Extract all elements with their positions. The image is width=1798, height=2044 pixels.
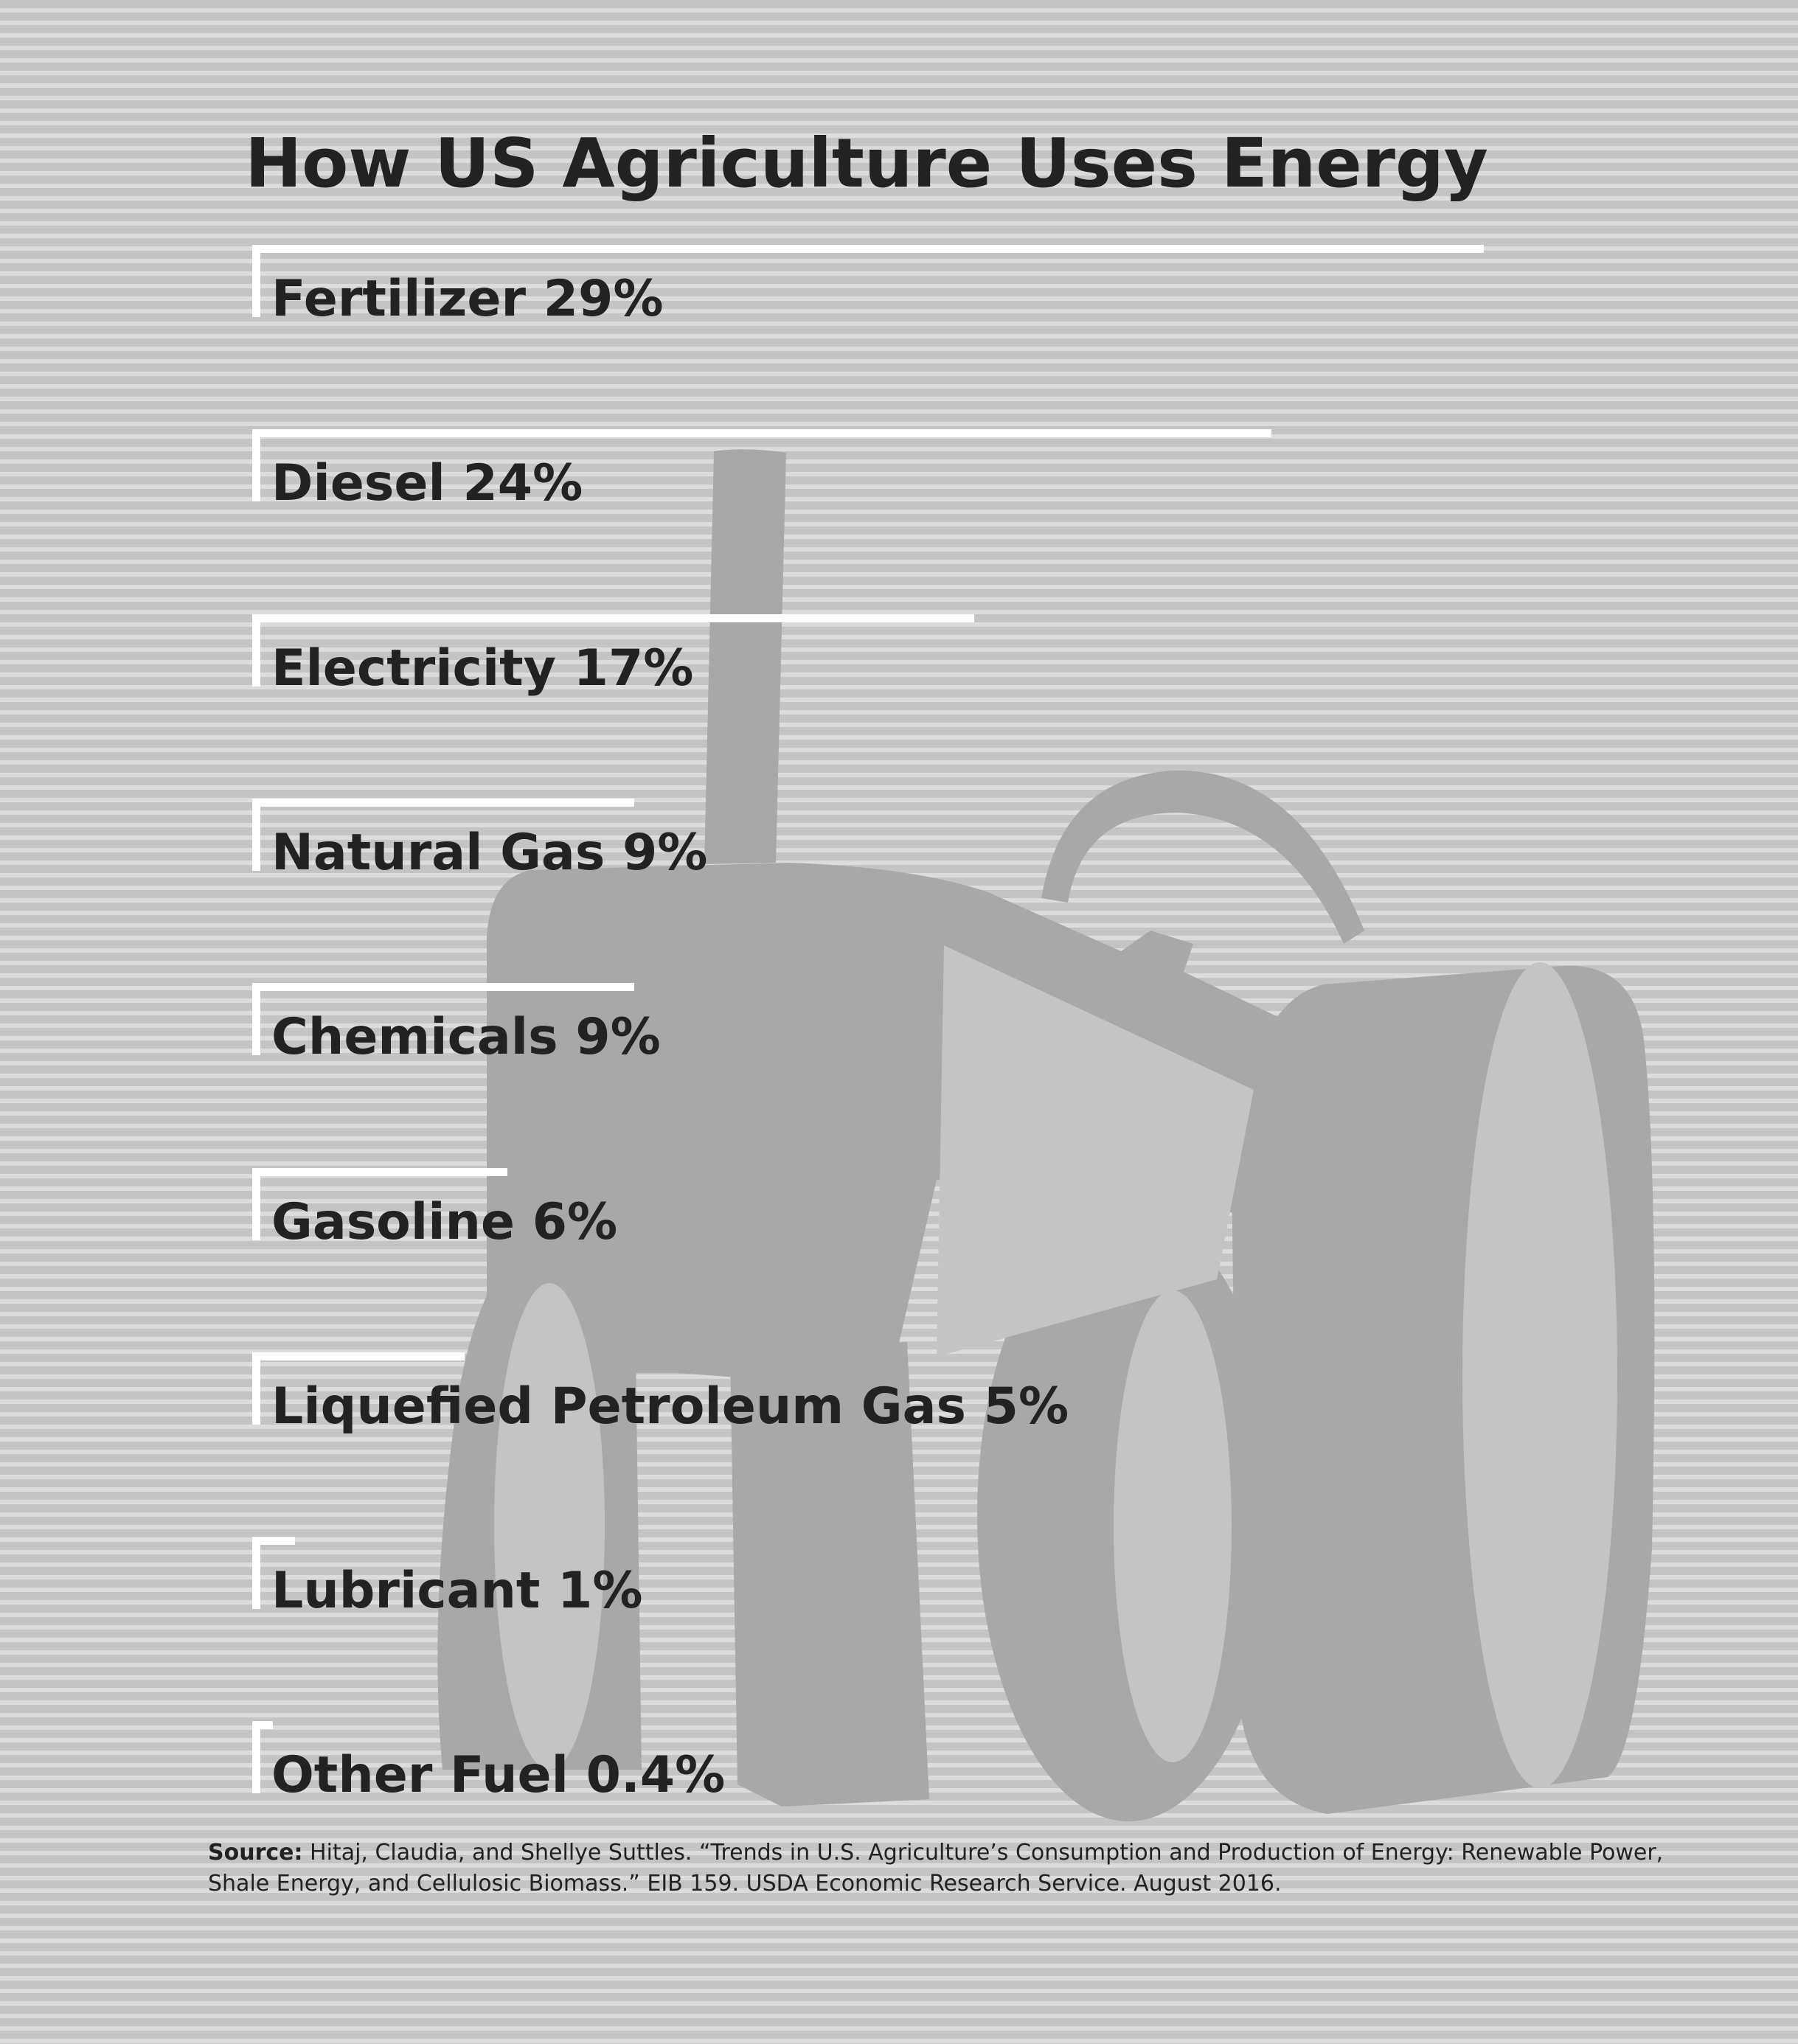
bar-label-4: Chemicals 9% [271, 1008, 661, 1067]
bar-tick-8 [252, 1721, 260, 1794]
bar-label-2: Electricity 17% [271, 639, 694, 698]
bar-tick-3 [252, 798, 260, 871]
source-note: Source: Hitaj, Claudia, and Shellye Sutt… [208, 1838, 1668, 1899]
bar-label-0: Fertilizer 29% [271, 270, 664, 328]
bar-tick-0 [252, 245, 260, 317]
bar-chart: Fertilizer 29% Diesel 24% Electricity 17% N… [252, 245, 1484, 1805]
bar-tick-5 [252, 1167, 260, 1240]
bar-7 [252, 1537, 295, 1546]
bar-label-7: Lubricant 1% [271, 1562, 643, 1621]
source-text: Hitaj, Claudia, and Shellye Suttles. “Tr… [208, 1840, 1664, 1897]
bar-5 [252, 1167, 507, 1176]
bar-4 [252, 983, 635, 992]
bar-tick-1 [252, 429, 260, 502]
bar-tick-7 [252, 1537, 260, 1610]
bar-tick-6 [252, 1352, 260, 1425]
bar-1 [252, 429, 1272, 438]
bar-6 [252, 1352, 465, 1360]
bar-label-8: Other Fuel 0.4% [271, 1746, 726, 1805]
bar-label-3: Natural Gas 9% [271, 823, 708, 882]
bar-3 [252, 798, 635, 807]
source-label: Source: [208, 1840, 303, 1866]
bar-0 [252, 245, 1484, 253]
bar-8 [252, 1721, 273, 1730]
bar-label-6: Liquefied Petroleum Gas 5% [271, 1377, 1069, 1436]
chart-title: How US Agriculture Uses Energy [245, 124, 1488, 203]
bar-2 [252, 613, 974, 622]
bar-label-1: Diesel 24% [271, 454, 583, 513]
bar-tick-2 [252, 613, 260, 686]
bar-label-5: Gasoline 6% [271, 1192, 618, 1251]
bar-tick-4 [252, 983, 260, 1056]
